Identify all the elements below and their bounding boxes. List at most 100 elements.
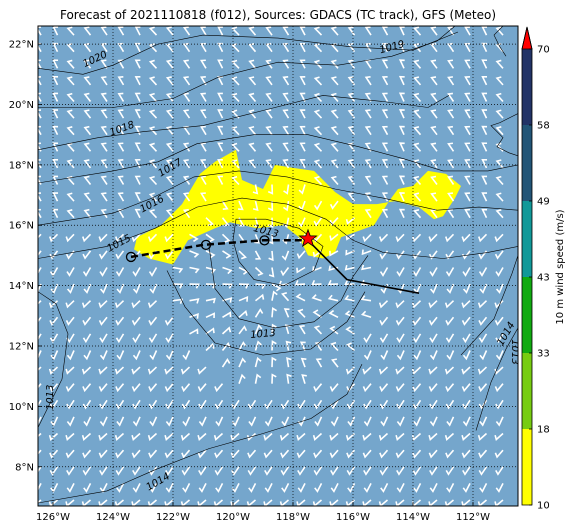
isobar-line <box>38 31 459 75</box>
wind-barb <box>52 92 59 102</box>
wind-barb <box>182 192 191 202</box>
wind-barb <box>428 316 438 326</box>
wind-barb <box>328 309 339 319</box>
wind-barb <box>447 26 455 36</box>
wind-barb <box>98 316 108 326</box>
wind-barb <box>217 42 224 53</box>
wind-barb <box>215 416 224 427</box>
wind-barb <box>165 26 174 36</box>
wind-barb <box>231 59 240 69</box>
wind-barb <box>430 175 438 185</box>
wind-barb <box>83 159 92 169</box>
wind-barb <box>364 208 372 219</box>
wind-barb <box>182 350 191 361</box>
wind-barb <box>411 366 422 375</box>
wind-barb <box>38 250 42 260</box>
wind-barb <box>82 466 92 476</box>
wind-barb <box>217 125 224 136</box>
wind-barb <box>398 192 405 202</box>
wind-barb <box>381 175 389 185</box>
wind-barb <box>299 59 306 69</box>
wind-barb <box>38 92 42 102</box>
wind-barb <box>217 92 224 102</box>
wind-barb <box>164 250 174 260</box>
wind-barb <box>330 59 339 69</box>
wind-barb <box>411 300 422 309</box>
wind-barb <box>313 325 323 335</box>
wind-barb <box>477 366 488 375</box>
wind-barb <box>66 333 75 344</box>
wind-barb <box>217 109 224 119</box>
wind-barb <box>347 42 356 53</box>
wind-barb <box>198 466 207 476</box>
wind-barb <box>395 432 405 441</box>
wind-barb <box>413 159 422 169</box>
wind-barb <box>248 42 257 53</box>
wind-barb <box>148 126 158 136</box>
longitude-label: 114°W <box>396 512 430 523</box>
past-track <box>130 239 308 259</box>
wind-barb <box>49 250 59 260</box>
wind-barb <box>381 142 389 152</box>
wind-barb <box>329 383 339 393</box>
wind-barb <box>38 59 42 69</box>
graticule <box>38 26 518 506</box>
wind-barb <box>165 76 174 86</box>
wind-barb <box>83 350 92 361</box>
wind-barb <box>38 283 42 294</box>
wind-barb <box>347 76 356 86</box>
wind-barb <box>314 416 323 427</box>
wind-barb <box>478 267 488 277</box>
wind-barb <box>231 26 240 36</box>
wind-barb <box>464 109 471 119</box>
wind-barb <box>222 297 233 303</box>
wind-barb <box>38 483 42 493</box>
wind-barb <box>238 217 245 227</box>
wind-barb <box>379 267 389 277</box>
wind-barb <box>83 142 92 152</box>
wind-barb <box>66 283 75 294</box>
wind-barb <box>248 483 257 493</box>
wind-barb <box>464 159 471 169</box>
wind-barb <box>462 483 471 493</box>
wind-barb <box>200 192 207 202</box>
wind-barb <box>413 109 422 119</box>
longitude-label: 124°W <box>96 512 130 523</box>
wind-barb <box>447 175 455 185</box>
wind-barb <box>38 109 42 119</box>
wind-barb <box>98 432 108 441</box>
wind-barb <box>49 399 59 410</box>
wind-barb <box>282 217 290 228</box>
wind-barb <box>313 383 323 393</box>
wind-barb <box>254 340 262 351</box>
wind-barb <box>478 316 488 326</box>
wind-barb <box>271 340 277 351</box>
wind-barb <box>311 294 322 302</box>
colorbar-tick-label: 70 <box>537 45 550 56</box>
wind-barb <box>115 250 125 260</box>
map-frame <box>37 25 519 507</box>
wind-barb <box>430 26 438 36</box>
wind-barb <box>313 126 323 136</box>
wind-barb <box>362 233 372 243</box>
wind-barb <box>265 159 273 169</box>
wind-barb <box>464 26 471 36</box>
wind-barb <box>66 76 75 86</box>
wind-barb <box>379 250 389 260</box>
wind-barb <box>363 483 372 493</box>
wind-barb <box>66 483 75 493</box>
wind-barb <box>189 328 199 335</box>
wind-barb <box>462 333 471 344</box>
wind-barb <box>395 366 405 375</box>
wind-barb <box>478 383 488 393</box>
wind-barb <box>429 399 438 410</box>
wind-barb <box>330 142 339 152</box>
wind-barb <box>49 383 59 393</box>
wind-barb <box>378 300 389 309</box>
wind-barb <box>181 383 191 393</box>
wind-barb <box>481 125 488 136</box>
wind-barb <box>148 59 158 69</box>
wind-barb <box>38 350 42 361</box>
wind-barb <box>147 432 158 441</box>
wind-barb <box>412 233 422 243</box>
